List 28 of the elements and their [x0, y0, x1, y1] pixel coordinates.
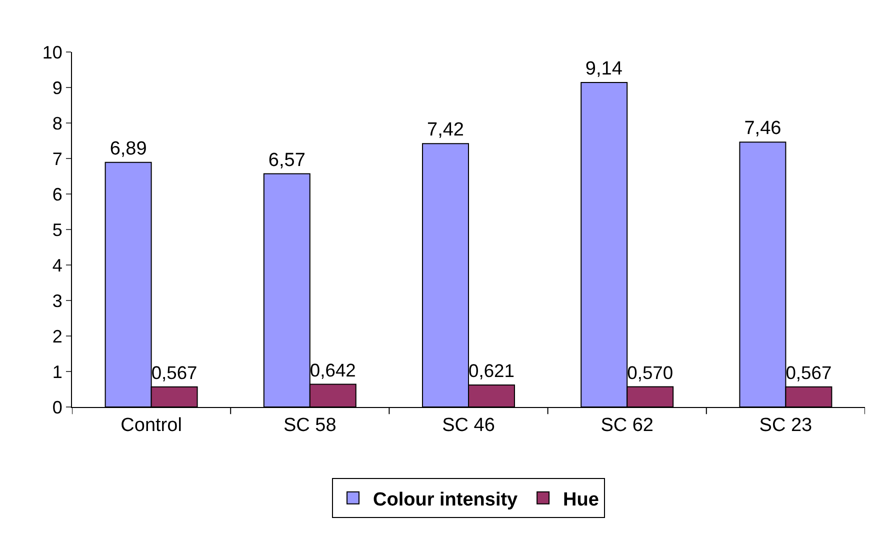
data-label: 6,89 — [110, 138, 147, 160]
legend-label: Colour intensity — [373, 489, 518, 510]
y-tick-label: 6 — [52, 184, 62, 204]
x-tick-label: SC 23 — [759, 414, 812, 436]
y-tick-label: 7 — [52, 148, 62, 169]
data-label: 0,567 — [151, 362, 198, 384]
y-tick-label: 0 — [52, 397, 62, 418]
y-tick-label: 1 — [52, 362, 62, 382]
x-tick-label: SC 58 — [283, 414, 336, 436]
y-tick-label: 4 — [52, 255, 62, 276]
y-tick-label: 10 — [42, 42, 62, 62]
data-label: 0,642 — [310, 359, 356, 380]
data-label: 7,46 — [744, 118, 782, 140]
data-label: 6,57 — [268, 150, 306, 171]
data-label: 0,567 — [786, 362, 832, 384]
y-tick-label: 9 — [52, 78, 62, 98]
x-tick-label: SC 62 — [600, 414, 654, 436]
data-label: 0,570 — [627, 362, 674, 383]
y-tick-label: 2 — [52, 326, 62, 346]
y-tick-label: 5 — [52, 220, 62, 240]
y-tick-label: 3 — [52, 290, 62, 311]
x-tick-label: SC 46 — [442, 414, 495, 436]
x-tick-label: Control — [120, 414, 182, 436]
y-tick-label: 8 — [52, 113, 62, 134]
data-label: 7,42 — [427, 120, 464, 141]
data-label: 0,621 — [468, 360, 514, 382]
data-label: 9,14 — [585, 58, 623, 80]
legend-label: Hue — [563, 489, 599, 510]
